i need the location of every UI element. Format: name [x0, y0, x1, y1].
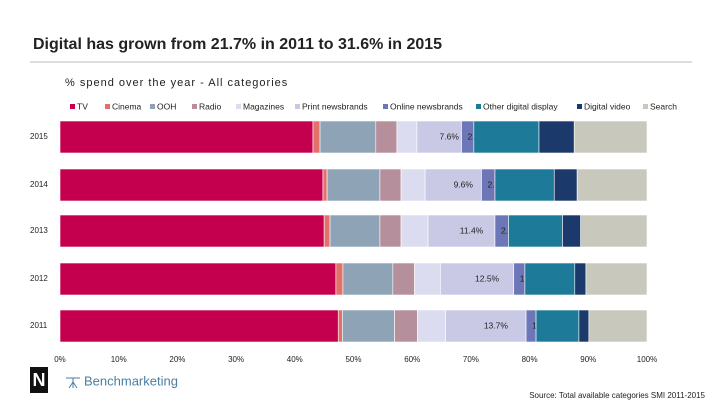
data-label: 7.6%: [440, 131, 460, 141]
legend-label: Radio: [199, 101, 221, 111]
y-tick-label: 2013: [30, 226, 48, 235]
legend-swatch: [476, 104, 481, 109]
bar-segment: [400, 214, 429, 248]
bar-segment: [473, 120, 540, 154]
bar-segment: [562, 214, 581, 248]
bar-segment: [312, 120, 321, 154]
bar-segment: [375, 120, 398, 154]
legend-label: TV: [77, 101, 88, 111]
data-label: 12.5%: [475, 273, 500, 283]
legend-swatch: [105, 104, 110, 109]
bar-segment: [494, 168, 555, 202]
bar-segment: [535, 309, 580, 343]
bar-segment: [576, 168, 648, 202]
bar-segment: [59, 168, 324, 202]
bar-segment: [440, 262, 515, 296]
legend-swatch: [295, 104, 300, 109]
legend-swatch: [150, 104, 155, 109]
bar-segment: [578, 309, 590, 343]
bar-segment: [322, 168, 328, 202]
legend-swatch: [577, 104, 582, 109]
bar-segment: [337, 309, 343, 343]
bar-segment: [400, 168, 426, 202]
bar-segment: [342, 309, 395, 343]
bar-segment: [538, 120, 575, 154]
bar-segment: [416, 120, 462, 154]
bar-segment: [319, 120, 377, 154]
x-tick-label: 100%: [637, 355, 657, 364]
data-label: 11.4%: [460, 225, 484, 235]
brand: Benchmarketing: [84, 373, 178, 388]
legend-label: Online newsbrands: [390, 101, 463, 111]
y-tick-label: 2011: [30, 321, 48, 330]
chart-title: Digital has grown from 21.7% in 2011 to …: [33, 36, 442, 53]
legend-label: OOH: [157, 101, 176, 111]
bar-segment: [379, 168, 402, 202]
legend-swatch: [192, 104, 197, 109]
y-tick-label: 2012: [30, 274, 48, 283]
bar-segment: [427, 214, 496, 248]
x-tick-label: 80%: [522, 355, 538, 364]
bar-segment: [588, 309, 648, 343]
legend-label: Print newsbrands: [302, 101, 368, 111]
bar-segment: [342, 262, 394, 296]
logo-letter: N: [33, 370, 46, 390]
x-tick-label: 50%: [345, 355, 361, 364]
source: Source: Total available categories SMI 2…: [529, 391, 705, 400]
bar-segment: [580, 214, 648, 248]
legend-label: Cinema: [112, 101, 142, 111]
bar-segment: [326, 168, 381, 202]
bar-segment: [445, 309, 527, 343]
x-tick-label: 90%: [580, 355, 596, 364]
bar-segment: [394, 309, 418, 343]
bar-segment: [379, 214, 402, 248]
bar-segment: [574, 262, 587, 296]
bar-segment: [585, 262, 648, 296]
x-tick-label: 20%: [169, 355, 185, 364]
bar-segment: [59, 309, 339, 343]
brand-icon: [66, 377, 80, 389]
bar-segment: [524, 262, 576, 296]
data-label: 13.7%: [484, 320, 509, 330]
bar-segment: [59, 120, 314, 154]
bar-segment: [323, 214, 331, 248]
x-tick-label: 0%: [54, 355, 66, 364]
y-tick-label: 2014: [30, 180, 48, 189]
legend-label: Other digital display: [483, 101, 558, 111]
bar-segment: [417, 309, 446, 343]
legend-swatch: [70, 104, 75, 109]
bar-segment: [329, 214, 381, 248]
chart-subtitle: % spend over the year - All categories: [65, 77, 288, 89]
legend-swatch: [643, 104, 648, 109]
x-tick-label: 30%: [228, 355, 244, 364]
x-tick-label: 70%: [463, 355, 479, 364]
y-tick-label: 2015: [30, 132, 48, 141]
legend-swatch: [383, 104, 388, 109]
x-tick-label: 60%: [404, 355, 420, 364]
bar-segment: [59, 262, 337, 296]
x-tick-label: 40%: [287, 355, 303, 364]
logo-mark: [30, 367, 48, 393]
legend-label: Magazines: [243, 101, 284, 111]
bar-segment: [59, 214, 325, 248]
bar-segment: [414, 262, 441, 296]
legend-label: Search: [650, 101, 677, 111]
bar-segment: [392, 262, 415, 296]
bar-segment: [573, 120, 648, 154]
bar-segment: [508, 214, 563, 248]
x-tick-label: 10%: [111, 355, 127, 364]
bar-segment: [335, 262, 344, 296]
data-label: 9.6%: [454, 179, 474, 189]
legend-label: Digital video: [584, 101, 631, 111]
bar-segment: [396, 120, 418, 154]
bar-segment: [553, 168, 578, 202]
legend-swatch: [236, 104, 241, 109]
